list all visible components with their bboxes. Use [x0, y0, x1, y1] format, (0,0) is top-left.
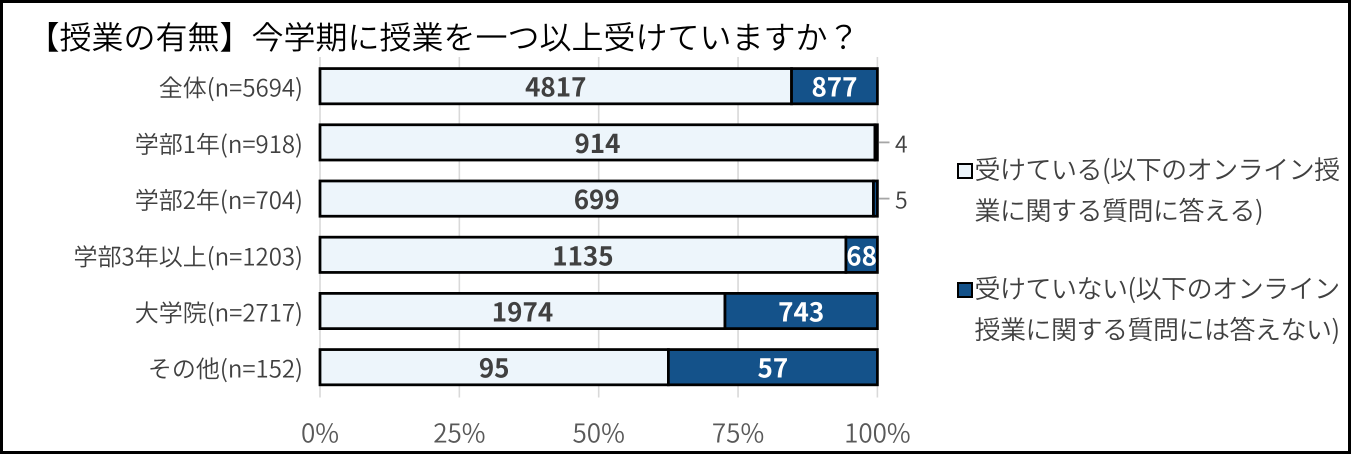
- legend-label-line: 授業に関する質問には答えない): [974, 309, 1341, 347]
- bar-row: 学部1年(n=918) 914 4: [135, 123, 908, 162]
- legend-label-line: 業に関する質問に答える): [974, 190, 1264, 228]
- bar-segment-light: [318, 67, 793, 106]
- category-label: 学部3年以上(n=1203): [74, 237, 303, 272]
- x-tick-label: 75%: [712, 414, 764, 451]
- value-label-dark: 68: [846, 236, 877, 273]
- bar-segment-light: [318, 123, 877, 162]
- legend-swatch-dark: [956, 282, 973, 298]
- x-tick-label: 25%: [433, 414, 485, 451]
- bar-row: 全体(n=5694) 4817 877: [159, 67, 879, 106]
- x-tick-label: 0%: [301, 414, 339, 451]
- legend-label-line: 受けていない(以下のオンライン: [974, 268, 1341, 306]
- bar-segment-dark: [667, 348, 879, 387]
- category-label: その他(n=152): [148, 350, 303, 385]
- category-label: 学部1年(n=918): [135, 125, 303, 160]
- x-tick-label: 50%: [573, 414, 625, 451]
- value-label-light: 1135: [552, 236, 613, 273]
- legend-label-line: 受けている(以下のオンライン授: [974, 149, 1341, 187]
- value-label-dark: 57: [758, 349, 789, 386]
- bar-segment-dark: [790, 67, 879, 106]
- category-label: 全体(n=5694): [159, 69, 303, 104]
- x-axis: 0% 25% 50% 75% 100%: [301, 414, 911, 451]
- value-label-light: 1974: [492, 293, 553, 330]
- value-label-light: 914: [574, 124, 620, 161]
- bar-segment-light: [318, 348, 670, 387]
- bar-segment-dark: [723, 292, 879, 330]
- chart-title: 【授業の有無】今学期に授業を一つ以上受けていますか？: [27, 13, 860, 59]
- bar-segment-light: [318, 235, 848, 274]
- bar-segment-dark: [872, 179, 879, 218]
- bar-row: 学部2年(n=704) 699 5: [135, 179, 908, 218]
- bar-segment-dark: [844, 235, 879, 274]
- category-label: 学部2年(n=704): [135, 181, 303, 216]
- bar-segment-dark: [873, 123, 879, 162]
- value-label-outside: 4: [895, 125, 908, 159]
- value-label-dark: 877: [811, 68, 857, 105]
- bar-row: 学部3年以上(n=1203) 1135 68: [74, 235, 879, 274]
- value-label-light: 699: [574, 180, 620, 217]
- legend-swatch-light: [956, 163, 973, 179]
- plot-area: 全体(n=5694) 4817 877 学部1年(n=918) 914 4 学部…: [74, 57, 911, 451]
- value-label-light: 95: [479, 349, 510, 386]
- bar-row: 大学院(n=2717) 1974 743: [135, 292, 879, 330]
- bar-row: その他(n=152) 95 57: [148, 348, 879, 387]
- value-label-light: 4817: [525, 68, 586, 105]
- category-label: 大学院(n=2717): [135, 294, 303, 329]
- x-tick-label: 100%: [844, 414, 911, 451]
- value-label-dark: 743: [778, 293, 824, 330]
- gridlines: [319, 57, 879, 398]
- value-label-outside: 5: [895, 182, 908, 216]
